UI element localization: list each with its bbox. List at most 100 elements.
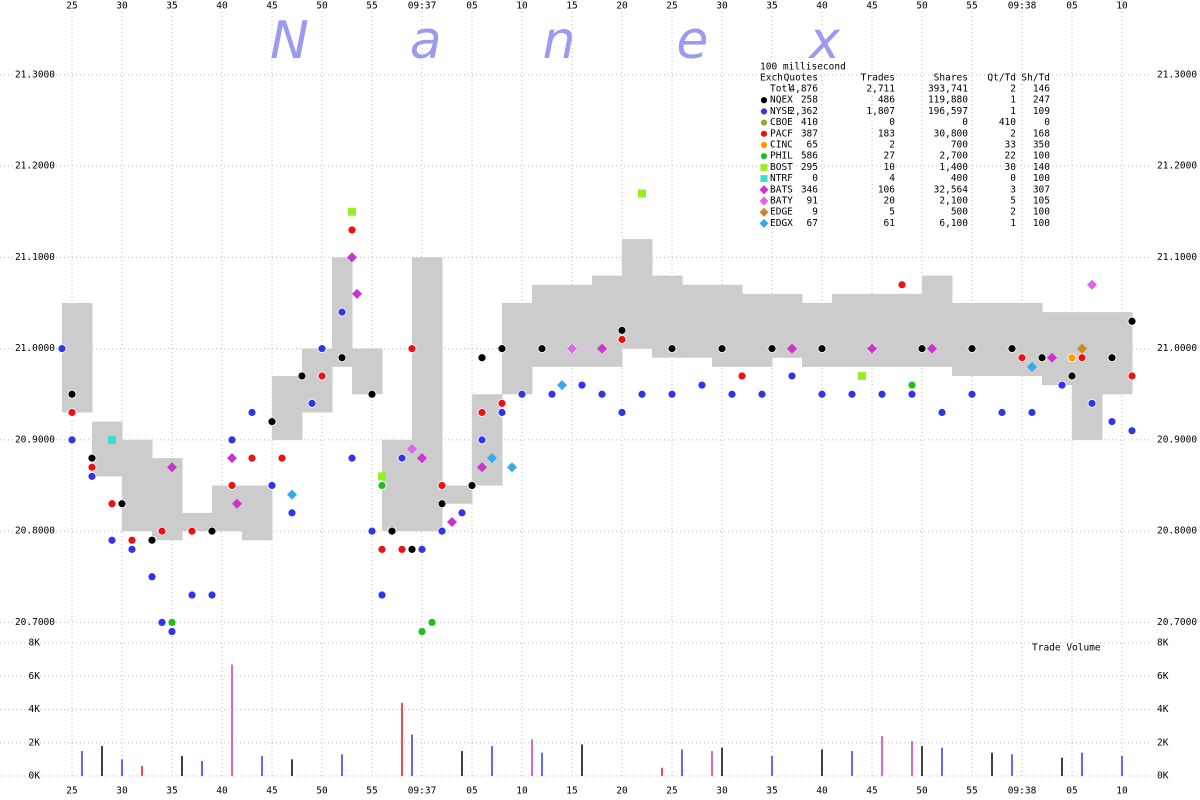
quote-point — [537, 344, 547, 354]
legend-marker — [759, 218, 769, 228]
spread-segment — [272, 375, 303, 440]
volume-bar — [581, 744, 583, 776]
x-tick-label: 09:38 — [1008, 786, 1037, 797]
x-tick-label: 10 — [1116, 1, 1128, 12]
x-tick-label: 50 — [316, 786, 328, 797]
quote-point — [227, 481, 237, 490]
quote-point — [378, 472, 386, 481]
spread-segment — [62, 302, 93, 413]
quote-point — [307, 398, 317, 408]
legend-column-header: Exch — [760, 73, 783, 84]
x-tick-label: 30 — [116, 1, 128, 12]
quote-point — [497, 398, 507, 408]
legend-stat: 10 — [884, 162, 896, 173]
volume-bar — [231, 664, 233, 776]
quote-point — [347, 252, 357, 263]
legend-stat: 1 — [1010, 95, 1016, 106]
volume-bar — [1081, 752, 1083, 776]
quote-point — [427, 617, 437, 627]
quote-point — [697, 380, 707, 390]
quote-point — [87, 471, 97, 481]
x-tick-label: 05 — [466, 1, 477, 12]
legend-stat: 100 — [1033, 173, 1050, 184]
legend-stat: 22 — [1005, 151, 1016, 162]
y-tick-label-right: 4K — [1157, 704, 1169, 715]
legend-exchange: PACF — [770, 128, 793, 139]
quote-point — [347, 225, 357, 235]
quote-point — [157, 617, 167, 627]
y-tick-label: 20.7000 — [15, 617, 55, 628]
legend-stat: 100 — [1033, 151, 1050, 162]
quote-point — [497, 344, 507, 354]
quote-point — [477, 408, 487, 417]
quote-point — [348, 207, 356, 216]
x-tick-label: 55 — [966, 1, 977, 12]
quote-point — [207, 526, 217, 536]
volume-bar — [101, 746, 103, 776]
quote-point — [1057, 380, 1067, 390]
quote-point — [167, 462, 177, 473]
spread-band — [62, 239, 1133, 541]
legend-stat: 0 — [1044, 117, 1050, 128]
volume-bar — [401, 702, 403, 776]
quote-point — [667, 389, 677, 399]
x-tick-label: 25 — [666, 1, 677, 12]
legend-stat: 247 — [1033, 95, 1050, 106]
quote-point — [227, 435, 237, 445]
quote-point — [437, 481, 447, 490]
y-tick-label: 8K — [29, 638, 41, 649]
quote-point — [367, 389, 377, 399]
quote-point — [247, 453, 257, 463]
x-tick-label: 25 — [666, 786, 677, 797]
legend-stat: 100 — [1033, 207, 1050, 218]
quote-point — [367, 526, 377, 536]
spread-segment — [412, 257, 443, 532]
quote-point — [867, 343, 877, 354]
x-tick-label: 55 — [366, 786, 377, 797]
x-tick-label: 20 — [616, 1, 628, 12]
legend-stat: 27 — [884, 151, 895, 162]
x-tick-label: 05 — [466, 786, 477, 797]
volume-bar — [491, 746, 493, 776]
legend-stat: 196,597 — [928, 106, 968, 117]
legend-exchange: EDGE — [770, 207, 793, 218]
quote-point — [967, 389, 977, 399]
legend-stat: 20 — [884, 196, 896, 207]
volume-bar — [1121, 756, 1123, 776]
spread-segment — [242, 485, 273, 541]
labels: 25 30 35 40 45 50 55 09:37 05 10 15 20 25 30 35 40 45 50 5… — [15, 1, 1197, 797]
quote-point — [57, 344, 67, 354]
quote-point — [1037, 353, 1047, 363]
legend-stat: 0 — [1010, 173, 1016, 184]
y-tick-label-right: 6K — [1157, 671, 1169, 682]
x-tick-label: 09:37 — [408, 786, 437, 797]
volume-bar — [821, 749, 823, 776]
legend-stat: 2,711 — [866, 84, 895, 95]
spread-segment — [92, 421, 123, 477]
quote-point — [1107, 353, 1117, 363]
legend-stat: 0 — [812, 173, 818, 184]
legend-exchange: NTRF — [770, 173, 793, 184]
legend-marker — [760, 107, 768, 116]
volume-bar — [661, 767, 663, 776]
legend-marker — [760, 163, 768, 171]
legend-stat: 307 — [1033, 184, 1050, 195]
volume-bar — [81, 751, 83, 776]
quote-point — [187, 590, 197, 600]
spread-segment — [1072, 312, 1103, 440]
legend-stat: 146 — [1033, 84, 1050, 95]
quote-point — [352, 288, 362, 299]
legend-exchange: PHIL — [770, 151, 793, 162]
volume-bar — [291, 759, 293, 776]
volume-bar — [1061, 757, 1063, 776]
quote-point — [407, 544, 417, 554]
legend-column-header: Sh/Td — [1021, 73, 1050, 84]
spread-segment — [682, 284, 713, 358]
legend-exchange: BATY — [770, 196, 793, 207]
legend-stat: 2 — [1010, 207, 1016, 218]
volume-bar — [181, 756, 183, 776]
quote-point — [717, 344, 727, 354]
quote-point — [638, 189, 646, 198]
spread-segment — [652, 275, 683, 358]
